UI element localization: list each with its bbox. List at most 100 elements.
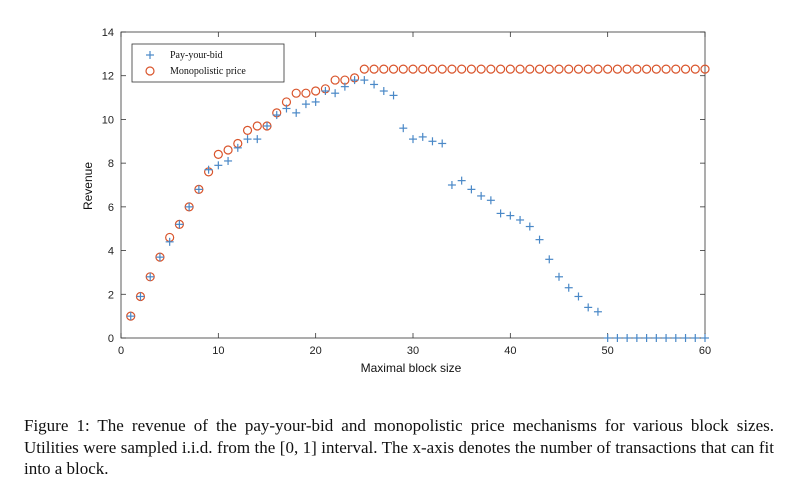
data-point-pay-your-bid — [525, 222, 534, 231]
legend-marker-monopolistic-price — [145, 66, 155, 76]
data-point-monopolistic-price — [622, 64, 632, 74]
data-point-pay-your-bid — [574, 292, 583, 301]
plot-area: 0 10 20 30 40 50 60 0 2 4 6 8 10 12 14 — [102, 27, 711, 357]
data-point-monopolistic-price — [330, 75, 340, 85]
y-tick-label: 4 — [108, 246, 114, 258]
data-point-monopolistic-price — [252, 121, 262, 131]
data-point-monopolistic-price — [447, 64, 457, 74]
data-point-monopolistic-price — [632, 64, 642, 74]
x-tick-label: 50 — [602, 345, 614, 357]
data-point-pay-your-bid — [506, 211, 515, 220]
data-point-pay-your-bid — [662, 334, 671, 342]
data-point-pay-your-bid — [301, 100, 310, 109]
data-point-pay-your-bid — [146, 272, 155, 281]
data-point-monopolistic-price — [311, 86, 321, 96]
legend-plus-marker — [146, 51, 154, 59]
data-point-monopolistic-price — [496, 64, 506, 74]
data-point-monopolistic-price — [213, 149, 223, 159]
data-point-pay-your-bid — [126, 312, 135, 321]
data-point-monopolistic-price — [583, 64, 593, 74]
data-point-pay-your-bid — [331, 89, 340, 98]
y-tick-label: 2 — [108, 289, 114, 301]
data-point-pay-your-bid — [681, 334, 690, 342]
legend-label-pay-your-bid: Pay-your-bid — [170, 50, 223, 61]
figure: 0 10 20 30 40 50 60 0 2 4 6 8 10 12 14 Maximal block s… — [81, 27, 711, 375]
data-point-pay-your-bid — [243, 135, 252, 144]
data-point-pay-your-bid — [516, 215, 525, 224]
data-point-monopolistic-price — [554, 64, 564, 74]
data-point-pay-your-bid — [175, 220, 184, 229]
data-point-monopolistic-price — [398, 64, 408, 74]
data-point-pay-your-bid — [545, 255, 554, 264]
data-point-monopolistic-price — [700, 64, 710, 74]
data-point-monopolistic-price — [437, 64, 447, 74]
data-point-pay-your-bid — [642, 334, 651, 342]
data-point-pay-your-bid — [272, 111, 281, 120]
data-point-monopolistic-price — [515, 64, 525, 74]
data-point-pay-your-bid — [418, 132, 427, 141]
data-point-pay-your-bid — [701, 334, 709, 342]
legend-box — [131, 43, 285, 83]
data-point-pay-your-bid — [613, 334, 622, 342]
data-point-monopolistic-price — [408, 64, 418, 74]
x-tick-label: 0 — [118, 345, 124, 357]
data-point-pay-your-bid — [282, 104, 291, 113]
data-point-pay-your-bid — [233, 143, 242, 152]
data-point-pay-your-bid — [652, 334, 661, 342]
data-point-monopolistic-price — [369, 64, 379, 74]
data-point-pay-your-bid — [292, 108, 301, 117]
data-point-pay-your-bid — [691, 334, 700, 342]
data-point-monopolistic-price — [612, 64, 623, 74]
data-point-monopolistic-price — [661, 64, 671, 74]
data-point-pay-your-bid — [428, 137, 437, 146]
data-point-pay-your-bid — [632, 334, 641, 342]
data-point-pay-your-bid — [136, 292, 145, 301]
data-point-pay-your-bid — [253, 135, 262, 144]
data-point-pay-your-bid — [409, 135, 417, 144]
data-point-pay-your-bid — [379, 87, 388, 96]
data-point-monopolistic-price — [427, 64, 438, 74]
data-point-pay-your-bid — [486, 196, 495, 205]
data-point-pay-your-bid — [477, 191, 486, 200]
data-point-monopolistic-price — [457, 64, 467, 74]
data-point-monopolistic-price — [505, 64, 515, 74]
data-point-monopolistic-price — [690, 64, 700, 74]
data-point-monopolistic-price — [242, 125, 253, 135]
legend-circle-marker — [145, 66, 155, 76]
y-axis-label: Revenue — [81, 162, 95, 210]
data-point-pay-your-bid — [155, 253, 164, 262]
data-point-monopolistic-price — [388, 64, 399, 74]
x-tick-label: 30 — [407, 345, 419, 357]
data-point-pay-your-bid — [263, 121, 271, 130]
data-point-pay-your-bid — [535, 235, 544, 244]
data-point-pay-your-bid — [399, 124, 408, 133]
y-tick-label: 8 — [108, 158, 114, 170]
y-tick-label: 6 — [108, 202, 114, 214]
data-point-pay-your-bid — [603, 334, 612, 342]
data-point-pay-your-bid — [593, 307, 602, 316]
data-point-pay-your-bid — [321, 87, 330, 96]
data-point-pay-your-bid — [438, 139, 447, 148]
data-point-pay-your-bid — [165, 237, 174, 246]
data-point-monopolistic-price — [466, 64, 476, 74]
data-point-pay-your-bid — [350, 76, 359, 85]
x-tick-label: 20 — [310, 345, 322, 357]
data-point-monopolistic-price — [641, 64, 652, 74]
data-point-pay-your-bid — [671, 334, 680, 342]
data-point-monopolistic-price — [359, 64, 369, 74]
scatter-chart: 0 10 20 30 40 50 60 0 2 4 6 8 10 12 14 Maximal block s… — [81, 27, 711, 375]
y-tick-label: 10 — [102, 114, 114, 126]
x-tick-label: 10 — [212, 345, 224, 357]
data-point-pay-your-bid — [457, 176, 466, 185]
legend-label-monopolistic-price: Monopolistic price — [170, 66, 246, 77]
y-tick-label: 0 — [108, 333, 114, 345]
data-point-pay-your-bid — [185, 202, 194, 211]
x-tick-label: 40 — [504, 345, 516, 357]
data-point-pay-your-bid — [194, 185, 203, 194]
data-point-monopolistic-price — [301, 88, 311, 98]
data-point-monopolistic-price — [486, 64, 496, 74]
data-point-pay-your-bid — [564, 283, 573, 292]
data-point-monopolistic-price — [476, 64, 486, 74]
data-point-pay-your-bid — [370, 80, 379, 89]
figure-caption: Figure 1: The revenue of the pay-your-bi… — [24, 416, 774, 478]
